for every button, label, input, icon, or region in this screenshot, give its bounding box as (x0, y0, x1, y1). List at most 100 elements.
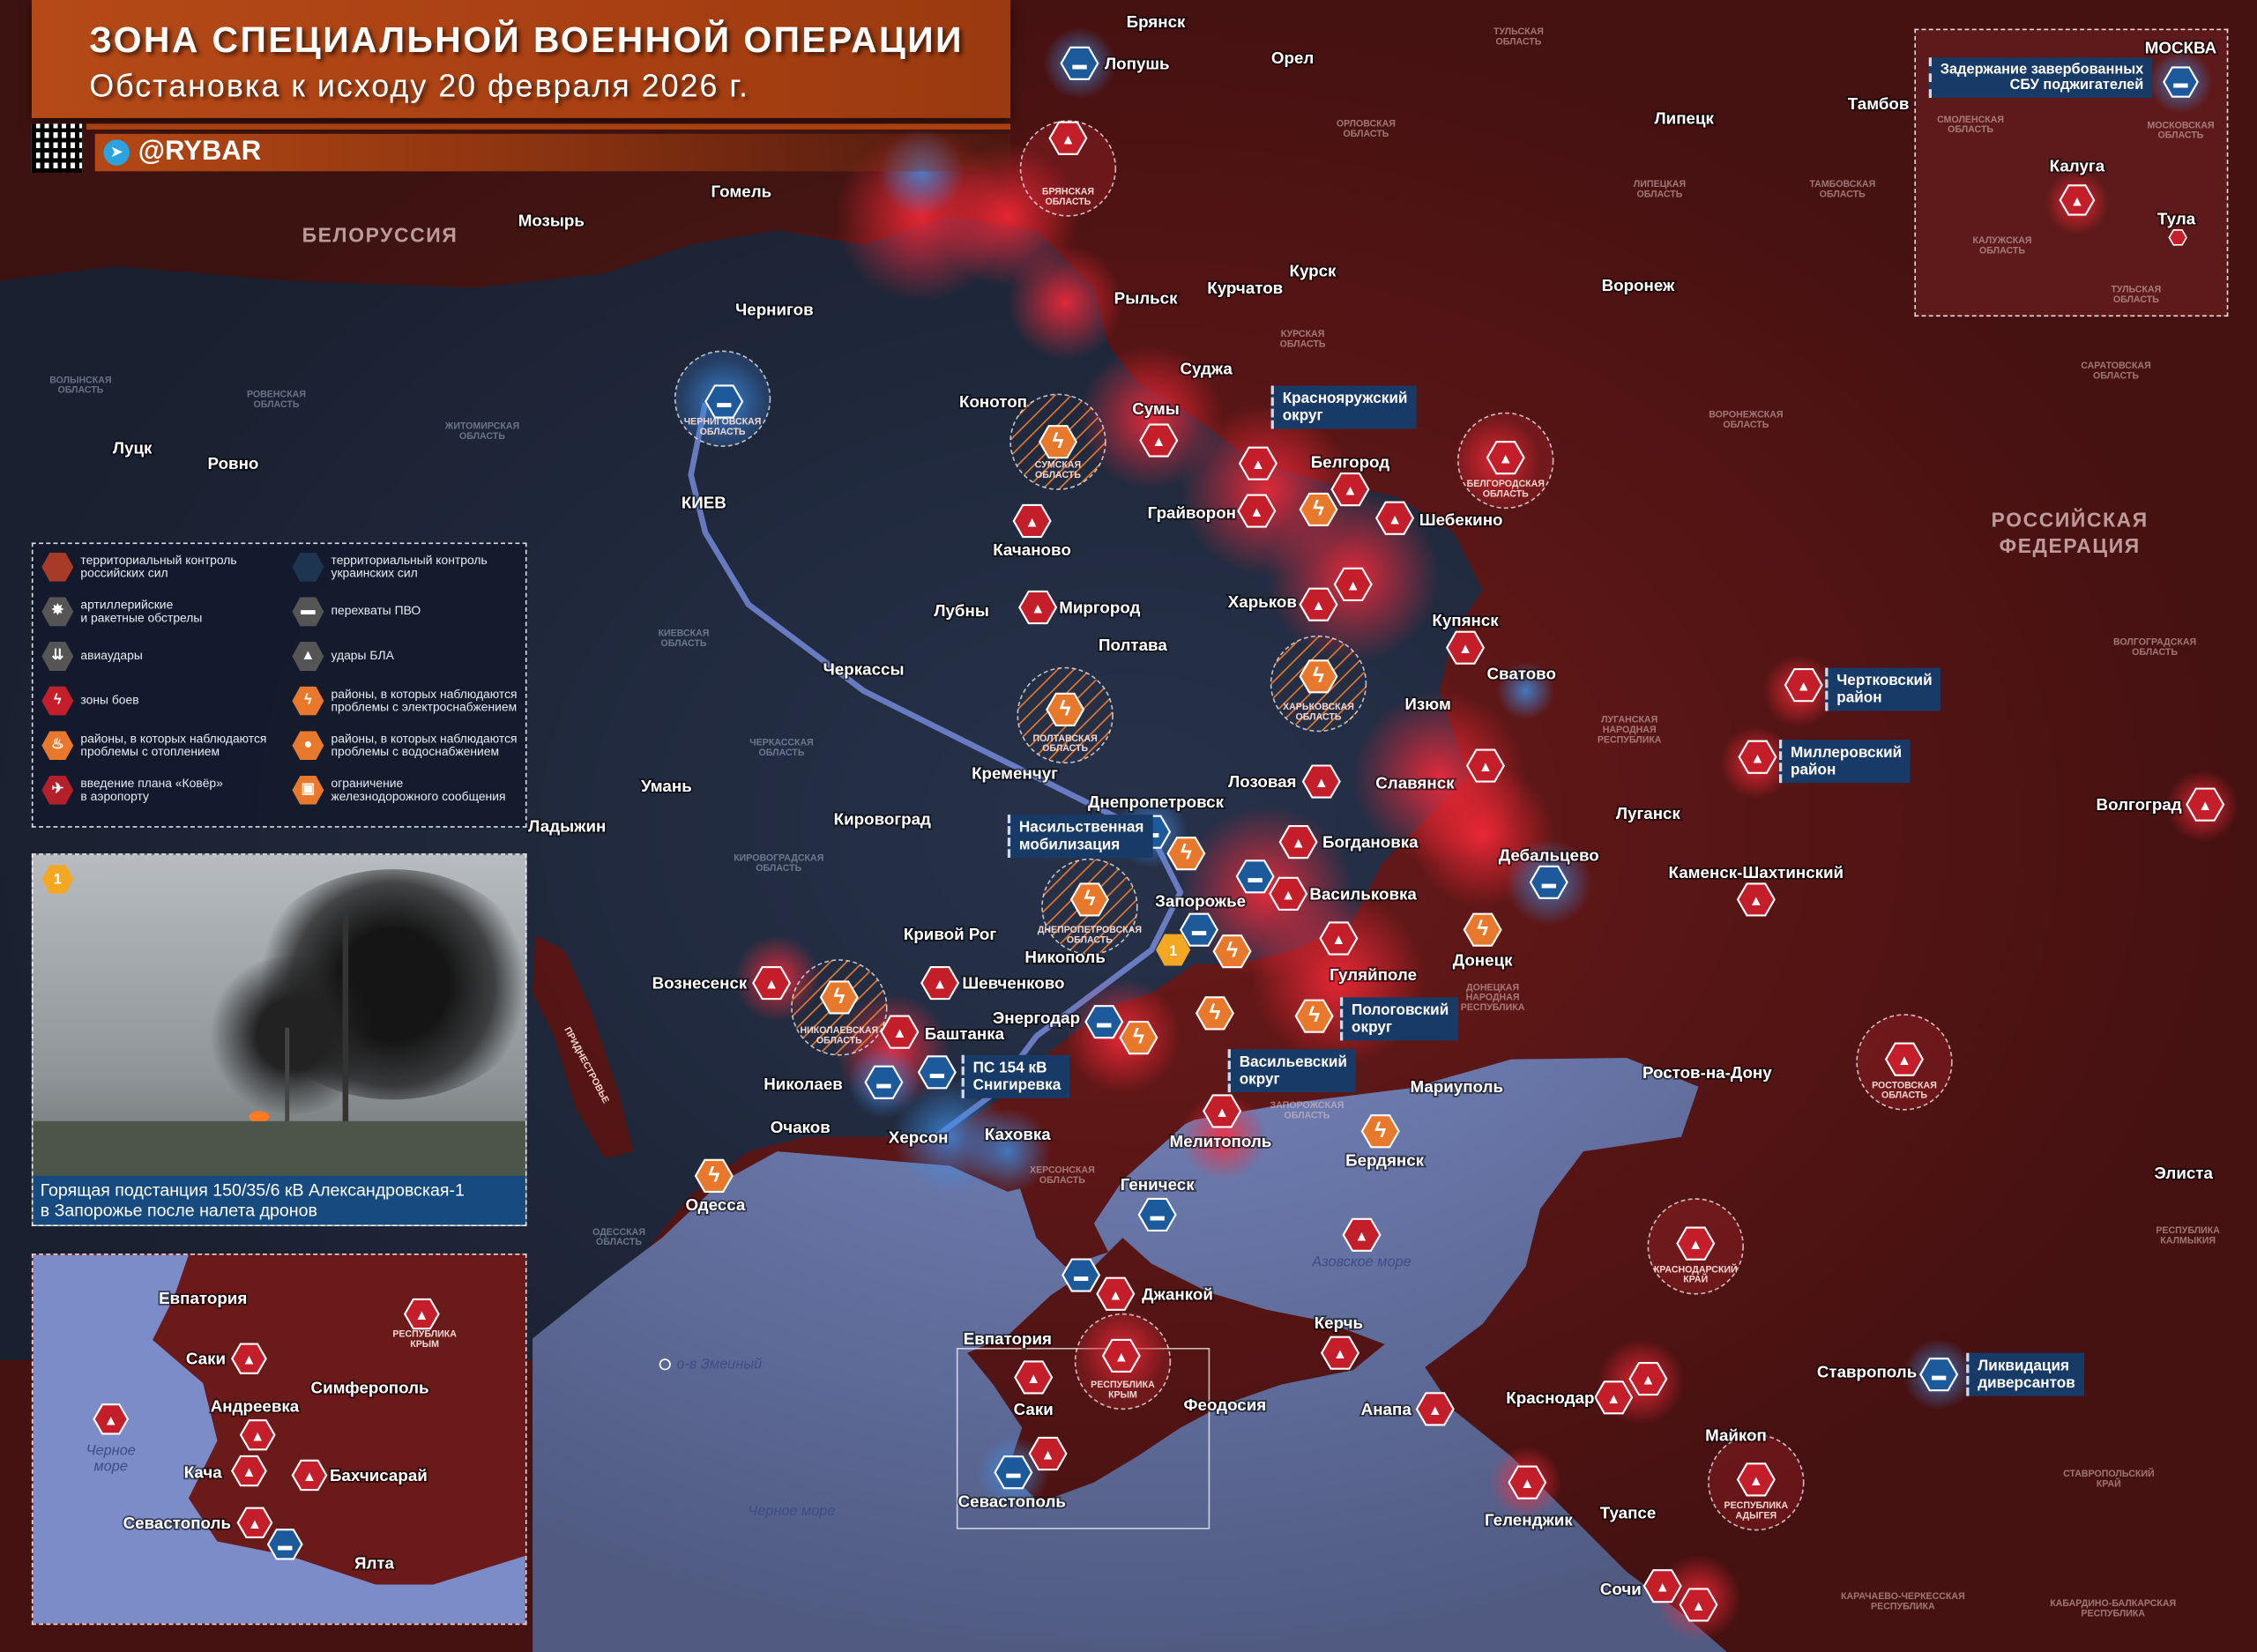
map-callout[interactable]: Насильственная мобилизация (1007, 815, 1153, 859)
drone-strike-marker[interactable]: ▲ (1342, 1217, 1382, 1252)
drone-strike-marker[interactable]: ▲ (231, 1455, 267, 1487)
drone-strike-marker[interactable]: ▲ (1139, 423, 1179, 458)
map-callout[interactable]: Чертковский район (1825, 667, 1941, 711)
drone-strike-icon: ▲ (1388, 511, 1402, 527)
drone-strike-marker[interactable]: ▲ (1237, 494, 1277, 528)
highlighted-region-label: КРАСНОДАРСКИЙ (1654, 1263, 1738, 1275)
drone-strike-marker[interactable]: ▲ (403, 1298, 440, 1330)
map-callout[interactable]: ПС 154 кВ Снигиревка (961, 1054, 1070, 1098)
incident-badge[interactable]: 1 (1156, 934, 1191, 966)
power-outage-marker[interactable]: ϟ (1119, 1021, 1158, 1055)
air-defense-marker[interactable]: ▬ (864, 1065, 904, 1099)
air-defense-marker[interactable]: ▬ (704, 384, 744, 419)
drone-strike-marker[interactable]: ▲ (236, 1507, 273, 1539)
city-label: Курчатов (1207, 279, 1283, 297)
drone-strike-marker[interactable]: ▲ (1784, 668, 1823, 703)
air-defense-marker[interactable]: ▬ (1060, 46, 1099, 80)
drone-strike-marker[interactable]: ▲ (1278, 825, 1318, 859)
qr-code[interactable] (31, 123, 83, 173)
moscow-callout[interactable]: Задержание завербованных СБУ поджигателе… (1928, 57, 2153, 99)
drone-strike-marker[interactable]: ▲ (1642, 1569, 1682, 1604)
page-title: ЗОНА СПЕЦИАЛЬНОЙ ВОЕННОЙ ОПЕРАЦИИ (89, 19, 964, 61)
map-callout[interactable]: Васильевский округ (1227, 1049, 1356, 1093)
drone-strike-marker[interactable]: ▲ (1018, 590, 1058, 625)
drone-strike-marker[interactable]: ▲ (1676, 1226, 1716, 1261)
drone-strike-marker[interactable]: ▲ (1679, 1588, 1718, 1622)
drone-strike-marker[interactable]: ▲ (1594, 1380, 1634, 1415)
air-defense-marker[interactable]: ▬ (1061, 1258, 1101, 1292)
drone-strike-marker[interactable]: ▲ (880, 1015, 920, 1049)
drone-strike-marker[interactable]: ▲ (1048, 121, 1088, 155)
drone-strike-marker[interactable]: ▲ (1486, 441, 1525, 475)
air-defense-marker[interactable]: ▬ (1179, 912, 1219, 947)
power-outage-marker[interactable]: ϟ (1069, 882, 1109, 917)
drone-strike-marker[interactable]: ▲ (1301, 764, 1341, 799)
drone-strike-marker[interactable]: ▲ (231, 1343, 267, 1374)
region-label: ОРЛОВСКАЯ (1337, 119, 1396, 130)
legend-item: ϟ районы, в которых наблюдаются проблемы … (292, 686, 518, 716)
power-outage-marker[interactable]: ϟ (1195, 996, 1234, 1031)
drone-strike-marker[interactable]: ▲ (1269, 876, 1308, 911)
drone-strike-marker[interactable]: ▲ (1415, 1392, 1455, 1426)
drone-strike-marker[interactable]: ▲ (1203, 1094, 1242, 1128)
region-label: ОБЛАСТЬ (2093, 370, 2139, 381)
drone-strike-marker[interactable]: ▲ (1445, 630, 1486, 665)
drone-strike-marker[interactable]: ▲ (920, 966, 960, 1001)
explosion-icon: ✸ (41, 597, 74, 627)
power-outage-marker[interactable]: ϟ (1360, 1114, 1400, 1149)
drone-strike-marker[interactable]: ▲ (1320, 1336, 1360, 1370)
map-callout[interactable]: Пологовский округ (1339, 997, 1458, 1041)
air-defense-marker[interactable]: ▬ (1919, 1358, 1959, 1392)
drone-strike-marker[interactable]: ▲ (1028, 1436, 1068, 1471)
telegram-channel-link[interactable]: ➤ @RYBAR (94, 133, 1011, 172)
drone-strike-marker[interactable]: ▲ (1299, 587, 1338, 621)
drone-strike-marker[interactable]: ▲ (1238, 446, 1277, 480)
power-outage-marker[interactable]: ϟ (1294, 999, 1334, 1033)
tula-marker[interactable] (2168, 229, 2187, 246)
drone-strike-marker[interactable]: ▲ (239, 1419, 276, 1451)
map-callout[interactable]: Краснояружский округ (1270, 385, 1417, 429)
drone-strike-marker[interactable]: ▲ (1465, 748, 1505, 783)
drone-strike-marker[interactable]: ▲ (1330, 473, 1370, 507)
drone-strike-marker[interactable]: ▲ (1374, 501, 1415, 535)
drone-strike-marker[interactable]: ▲ (2059, 184, 2096, 216)
photo-panel[interactable]: 1 Горящая подстанция 150/35/6 кВ Алексан… (31, 853, 527, 1227)
power-outage-marker[interactable]: ϟ (694, 1158, 734, 1193)
drone-strike-marker[interactable]: ▲ (93, 1403, 130, 1435)
drone-strike-marker[interactable]: ▲ (1101, 1338, 1141, 1373)
drone-strike-marker[interactable]: ▲ (291, 1459, 328, 1492)
drone-strike-marker[interactable]: ▲ (1012, 503, 1052, 539)
drone-strike-marker[interactable]: ▲ (1508, 1465, 1547, 1499)
power-outage-marker[interactable]: ϟ (1463, 912, 1502, 947)
drone-strike-marker[interactable]: ▲ (1736, 882, 1776, 917)
drone-strike-marker[interactable]: ▲ (1884, 1042, 1925, 1076)
air-defense-marker[interactable]: ▬ (1084, 1005, 1124, 1039)
map-callout[interactable]: Ликвидация диверсантов (1966, 1352, 2084, 1396)
power-outage-marker[interactable]: ϟ (819, 980, 859, 1015)
air-defense-marker[interactable]: ▬ (994, 1455, 1033, 1490)
air-defense-marker[interactable]: ▬ (1235, 859, 1275, 894)
air-defense-marker[interactable]: ▬ (917, 1055, 957, 1090)
legend-label: ограничение железнодорожного сообщения (331, 775, 506, 804)
power-outage-marker[interactable]: ϟ (1212, 934, 1252, 969)
power-outage-marker[interactable]: ϟ (1038, 425, 1078, 459)
drone-strike-marker[interactable]: ▲ (1628, 1361, 1668, 1396)
air-defense-marker[interactable]: ▬ (266, 1529, 303, 1560)
drone-strike-marker[interactable]: ▲ (1736, 1462, 1776, 1497)
power-outage-marker[interactable]: ϟ (1299, 659, 1338, 694)
air-defense-marker[interactable]: ▬ (1529, 865, 1568, 899)
power-outage-marker[interactable]: ϟ (1299, 492, 1338, 527)
drone-strike-marker[interactable]: ▲ (2186, 787, 2225, 822)
air-defense-marker[interactable]: ▬ (2163, 66, 2199, 98)
air-defense-marker[interactable]: ▬ (1137, 1197, 1177, 1232)
drone-strike-marker[interactable]: ▲ (1014, 1360, 1054, 1395)
drone-strike-marker[interactable]: ▲ (1096, 1276, 1136, 1311)
power-outage-marker[interactable]: ϟ (1046, 692, 1085, 726)
drone-strike-marker[interactable]: ▲ (1738, 740, 1777, 774)
drone-strike-marker[interactable]: ▲ (752, 966, 792, 1001)
drone-strike-marker[interactable]: ▲ (1333, 567, 1373, 601)
drone-strike-marker[interactable]: ▲ (1319, 921, 1359, 956)
map-callout[interactable]: Миллеровский район (1778, 740, 1911, 784)
power-outage-marker[interactable]: ϟ (1166, 837, 1206, 871)
crimea-inset-map[interactable]: ▲ ▲ ▲ ▲ ▲ ▲ ▲ ▬ Евпатория Саки Симферополь Андреевк… (31, 1254, 527, 1626)
